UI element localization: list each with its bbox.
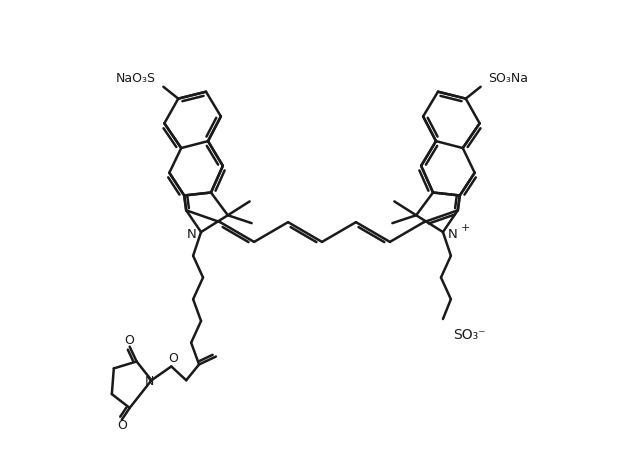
Text: O: O [117, 419, 127, 432]
Text: O: O [168, 352, 178, 365]
Text: N: N [145, 375, 154, 388]
Text: N: N [448, 227, 458, 241]
Text: NaO₃S: NaO₃S [116, 72, 156, 86]
Text: SO₃Na: SO₃Na [488, 72, 528, 86]
Text: SO₃⁻: SO₃⁻ [453, 328, 486, 342]
Text: +: + [461, 223, 470, 233]
Text: O: O [125, 334, 135, 347]
Text: N: N [186, 227, 196, 241]
